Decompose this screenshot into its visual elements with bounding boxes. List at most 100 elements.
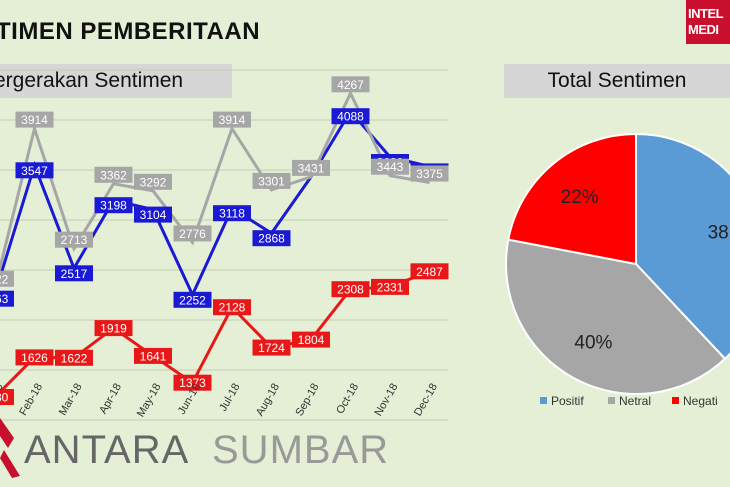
data-label-text: 2128 <box>219 301 246 315</box>
data-label: 3547 <box>15 162 54 179</box>
data-label-text: 1919 <box>100 322 127 336</box>
data-label-box <box>134 347 172 364</box>
data-label-box <box>371 158 409 175</box>
pie-slice-negatif <box>507 132 637 266</box>
x-tick-label: Aug-18 <box>254 382 282 419</box>
data-label: 3914 <box>15 111 54 128</box>
data-label: 2322 <box>0 270 14 287</box>
data-label: 1626 <box>15 349 54 366</box>
data-label-box <box>0 270 14 287</box>
data-label-text: 1804 <box>298 333 325 347</box>
data-label-box <box>213 111 251 128</box>
data-label-box <box>213 205 251 222</box>
data-label: 2713 <box>55 231 93 248</box>
logo-text-line1: INTEL <box>688 6 724 21</box>
data-label: 2263 <box>0 290 14 307</box>
data-label-box <box>94 320 133 337</box>
data-label: 1919 <box>94 320 133 337</box>
data-label-text: 4267 <box>337 78 364 92</box>
data-label-text: 2776 <box>179 227 206 241</box>
data-label: 2252 <box>173 291 212 308</box>
pie-slice-netral <box>505 238 727 395</box>
data-label-text: 2713 <box>61 233 88 247</box>
data-label-box <box>134 173 172 190</box>
data-label-box <box>292 331 330 348</box>
data-label-text: 1626 <box>21 351 48 365</box>
data-label-box <box>0 389 14 405</box>
data-label-text: 3301 <box>258 174 285 188</box>
data-label: 1804 <box>292 331 330 348</box>
data-label: 2128 <box>213 299 251 316</box>
logo-text-line2: MEDI <box>688 22 719 37</box>
line-chart-header: ergerakan Sentimen <box>0 64 232 98</box>
data-label-box <box>0 290 14 307</box>
data-label-text: 1641 <box>140 349 167 363</box>
data-label-box <box>371 278 409 295</box>
x-tick-label: Oct-18 <box>334 382 361 417</box>
data-label-text: 3375 <box>416 167 443 181</box>
data-label-text: 3198 <box>100 199 127 213</box>
pie-label: 40% <box>574 332 612 353</box>
data-label-box <box>410 165 449 182</box>
data-label-text: 2517 <box>61 267 88 281</box>
pie-label: 38 <box>708 222 729 243</box>
data-label-box <box>15 349 54 366</box>
data-label: 4088 <box>331 108 370 125</box>
data-label: 3198 <box>94 197 133 214</box>
pie-slice-positif <box>635 132 730 361</box>
data-label: 2331 <box>371 278 409 295</box>
data-label-box <box>252 339 291 356</box>
data-label: 3431 <box>292 159 330 176</box>
data-label: 3301 <box>252 172 291 189</box>
data-label-text: 2487 <box>416 265 443 279</box>
data-label-box <box>15 162 54 179</box>
legend-swatch <box>608 397 615 404</box>
data-label-text: 2322 <box>0 272 9 286</box>
pie-chart-title: Total Sentimen <box>547 69 687 92</box>
data-label-box <box>252 230 291 247</box>
data-label-box <box>252 172 291 189</box>
x-tick-label: Apr-18 <box>97 382 124 417</box>
data-label-text: 3362 <box>100 168 127 182</box>
data-label: 1622 <box>55 349 93 366</box>
data-label: 3292 <box>134 173 172 190</box>
data-label: 3118 <box>213 205 251 222</box>
data-label-text: 1622 <box>61 351 88 365</box>
legend-swatch <box>540 397 547 404</box>
data-label: 1724 <box>252 339 291 356</box>
data-label-box <box>213 299 251 316</box>
page-title: TIMEN PEMBERITAAN <box>0 18 261 45</box>
data-label-text: 2868 <box>258 232 285 246</box>
data-label-box <box>410 263 449 280</box>
data-label: 2487 <box>410 263 449 280</box>
data-label: 2308 <box>331 281 370 298</box>
pie-chart-header: Total Sentimen <box>504 64 730 98</box>
data-label-text: 3104 <box>140 208 167 222</box>
data-label: 2776 <box>173 225 212 242</box>
legend-label: Positif <box>551 394 584 408</box>
data-label: 3443 <box>371 158 409 175</box>
data-label-box <box>94 197 133 214</box>
data-label-text: 2331 <box>377 280 404 294</box>
data-label-box <box>173 374 212 391</box>
legend-label: Netral <box>619 394 651 408</box>
data-label-box <box>15 111 54 128</box>
data-label-text: 3118 <box>219 207 245 221</box>
data-label: 4267 <box>331 76 370 93</box>
data-label-box <box>55 231 93 248</box>
series-line-1 <box>0 89 430 274</box>
x-tick-label: Nov-18 <box>372 382 400 419</box>
data-label-text: 3431 <box>298 161 325 175</box>
data-label: 1230 <box>0 389 14 405</box>
x-tick-label: Mar-18 <box>57 382 85 418</box>
data-label-text: 2308 <box>337 283 364 297</box>
antara-mark-icon <box>0 418 20 478</box>
x-tick-label: Sep-18 <box>293 382 321 419</box>
line-chart-title: ergerakan Sentimen <box>0 69 184 92</box>
data-label: 2517 <box>55 265 93 282</box>
data-label-text: 3914 <box>21 113 48 127</box>
data-label: 3914 <box>213 111 251 128</box>
data-label-box <box>331 108 370 125</box>
data-label-box <box>134 206 172 223</box>
